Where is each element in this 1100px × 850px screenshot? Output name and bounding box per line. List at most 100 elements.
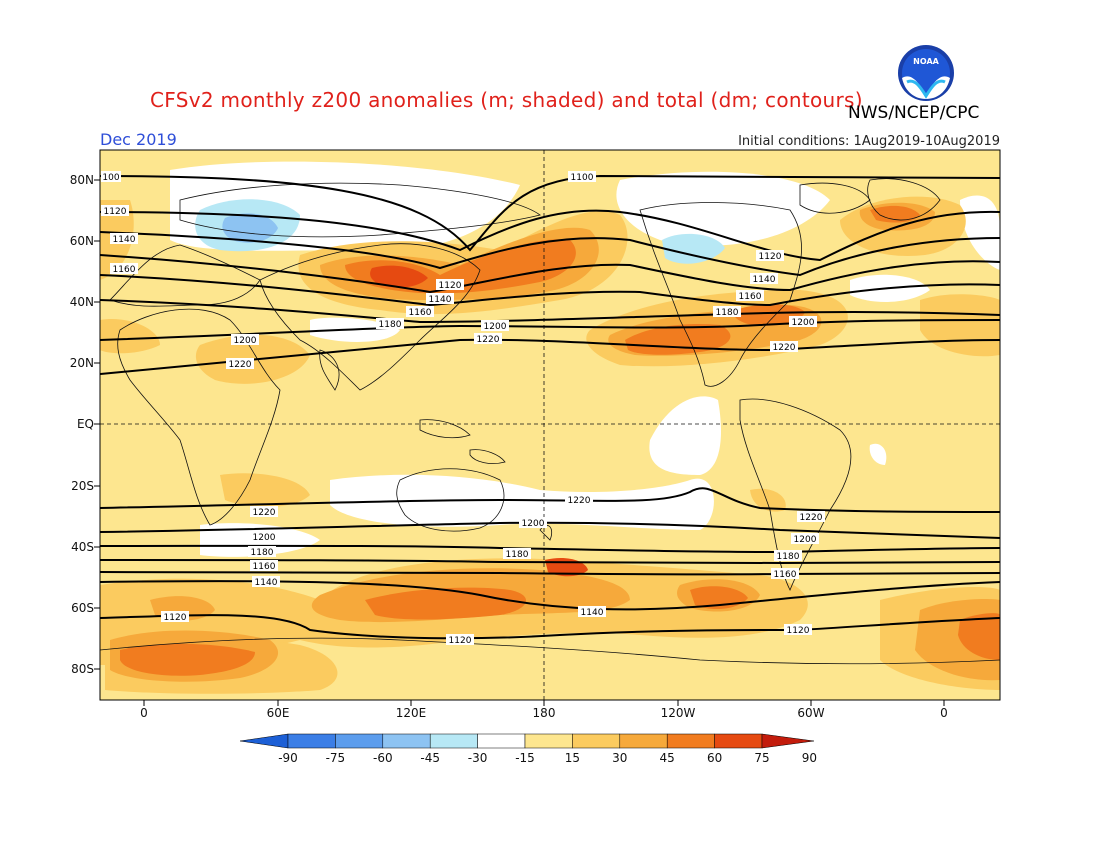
svg-text:1140: 1140: [429, 295, 452, 305]
lat-label: EQ: [76, 417, 94, 431]
contour-label: 1160: [110, 263, 138, 275]
svg-text:1120: 1120: [787, 626, 810, 636]
agency-label: NWS/NCEP/CPC: [848, 103, 980, 123]
figure-title: CFSv2 monthly z200 anomalies (m; shaded)…: [150, 88, 863, 112]
contour-label: 1220: [770, 341, 798, 353]
contour-label: 1200: [789, 316, 817, 328]
contour-label: 1180: [774, 550, 802, 562]
svg-text:1180: 1180: [251, 548, 274, 558]
contour-label: 1160: [406, 306, 434, 318]
colorbar-segment: [572, 733, 621, 749]
colorbar-tick-label: -30: [467, 751, 488, 765]
svg-text:1120: 1120: [759, 252, 782, 262]
contour-label: 1200: [519, 517, 547, 529]
colorbar-tick-label: -15: [515, 751, 535, 765]
colorbar-segment: [335, 733, 384, 749]
contour-label: 1140: [750, 273, 778, 285]
contour-label: 1160: [736, 290, 764, 302]
colorbar-tick-label: 30: [612, 751, 628, 765]
colorbar-arrow-left: [239, 733, 289, 749]
contour-label: 1180: [713, 306, 741, 318]
contour-label: 1100: [568, 171, 596, 183]
lon-label: 180: [532, 706, 556, 720]
lat-label: 80N: [69, 173, 94, 187]
svg-text:1200: 1200: [794, 535, 817, 545]
svg-text:1140: 1140: [753, 275, 776, 285]
colorbar-segment: [666, 733, 715, 749]
contour-label: 1200: [250, 531, 278, 543]
svg-text:1180: 1180: [506, 550, 529, 560]
svg-text:1100: 1100: [571, 173, 594, 183]
colorbar-arrow-right: [761, 733, 815, 749]
svg-text:1160: 1160: [409, 308, 432, 318]
contour-label: 1180: [248, 546, 276, 558]
lon-label: 0: [140, 706, 148, 720]
contour-label: 1220: [226, 358, 254, 370]
svg-text:1120: 1120: [164, 613, 187, 623]
contour-label: 1180: [376, 318, 404, 330]
svg-text:1160: 1160: [113, 265, 136, 275]
colorbar-segment: [287, 733, 336, 749]
tick-marks: [94, 179, 945, 706]
contour-label: 1120: [756, 250, 784, 262]
colorbar-tick-label: 15: [564, 751, 581, 765]
contour-label: 1120: [161, 611, 189, 623]
lat-label: 20N: [69, 356, 94, 370]
colorbar-segment: [524, 733, 573, 749]
contour-label: 1120: [101, 205, 129, 217]
contour-label: 1120: [784, 624, 812, 636]
svg-text:1120: 1120: [449, 636, 472, 646]
contour-label: 1120: [436, 279, 464, 291]
colorbar-tick-label: -60: [372, 751, 393, 765]
svg-text:1220: 1220: [568, 496, 591, 506]
contour-label: 1180: [503, 548, 531, 560]
colorbar-tick-label: -90: [278, 751, 298, 765]
lat-label: 60N: [69, 234, 94, 248]
svg-text:1220: 1220: [773, 343, 796, 353]
contour-label: 1200: [231, 334, 259, 346]
contour-label: 1140: [252, 576, 280, 588]
lon-label: 60E: [266, 706, 290, 720]
svg-text:1220: 1220: [800, 513, 823, 523]
svg-text:1220: 1220: [477, 335, 500, 345]
colorbar-tick-label: 90: [801, 751, 818, 765]
svg-text:1200: 1200: [253, 533, 276, 543]
contour-label: 1220: [565, 494, 593, 506]
coastlines: [100, 178, 1000, 665]
contour-label: 1200: [791, 533, 819, 545]
colorbar-tick-label: -75: [325, 751, 346, 765]
svg-text:100: 100: [102, 173, 119, 183]
svg-text:1180: 1180: [716, 308, 739, 318]
contour-label: 1220: [474, 333, 502, 345]
colorbar-tick-label: -45: [420, 751, 440, 765]
lon-label: 0: [940, 706, 948, 720]
height-contours: [100, 174, 1000, 640]
svg-text:1200: 1200: [792, 318, 815, 328]
contour-label: 100: [101, 171, 121, 183]
svg-text:1160: 1160: [739, 292, 762, 302]
noaa-logo: NOAA: [898, 45, 954, 101]
contour-label: 1160: [771, 568, 799, 580]
contour-label: 1200: [481, 320, 509, 332]
colorbar-segment: [382, 733, 431, 749]
svg-text:1200: 1200: [522, 519, 545, 529]
lat-label: 40S: [71, 540, 94, 554]
svg-text:1140: 1140: [581, 608, 604, 618]
svg-text:1140: 1140: [113, 235, 136, 245]
lat-label: 20S: [71, 479, 94, 493]
colorbar-segment: [477, 733, 526, 749]
noaa-logo-text: NOAA: [913, 57, 939, 66]
colorbar-tick-label: 75: [754, 751, 770, 765]
map-frame: [99, 149, 1001, 701]
contour-label: 1160: [250, 560, 278, 572]
colorbar-segment: [714, 733, 763, 749]
lat-label: 60S: [71, 601, 94, 615]
svg-text:1200: 1200: [234, 336, 257, 346]
contour-label: 1220: [250, 506, 278, 518]
colorbar-segments: [239, 733, 815, 749]
svg-text:1120: 1120: [104, 207, 127, 217]
svg-text:1160: 1160: [774, 570, 797, 580]
svg-text:1140: 1140: [255, 578, 278, 588]
